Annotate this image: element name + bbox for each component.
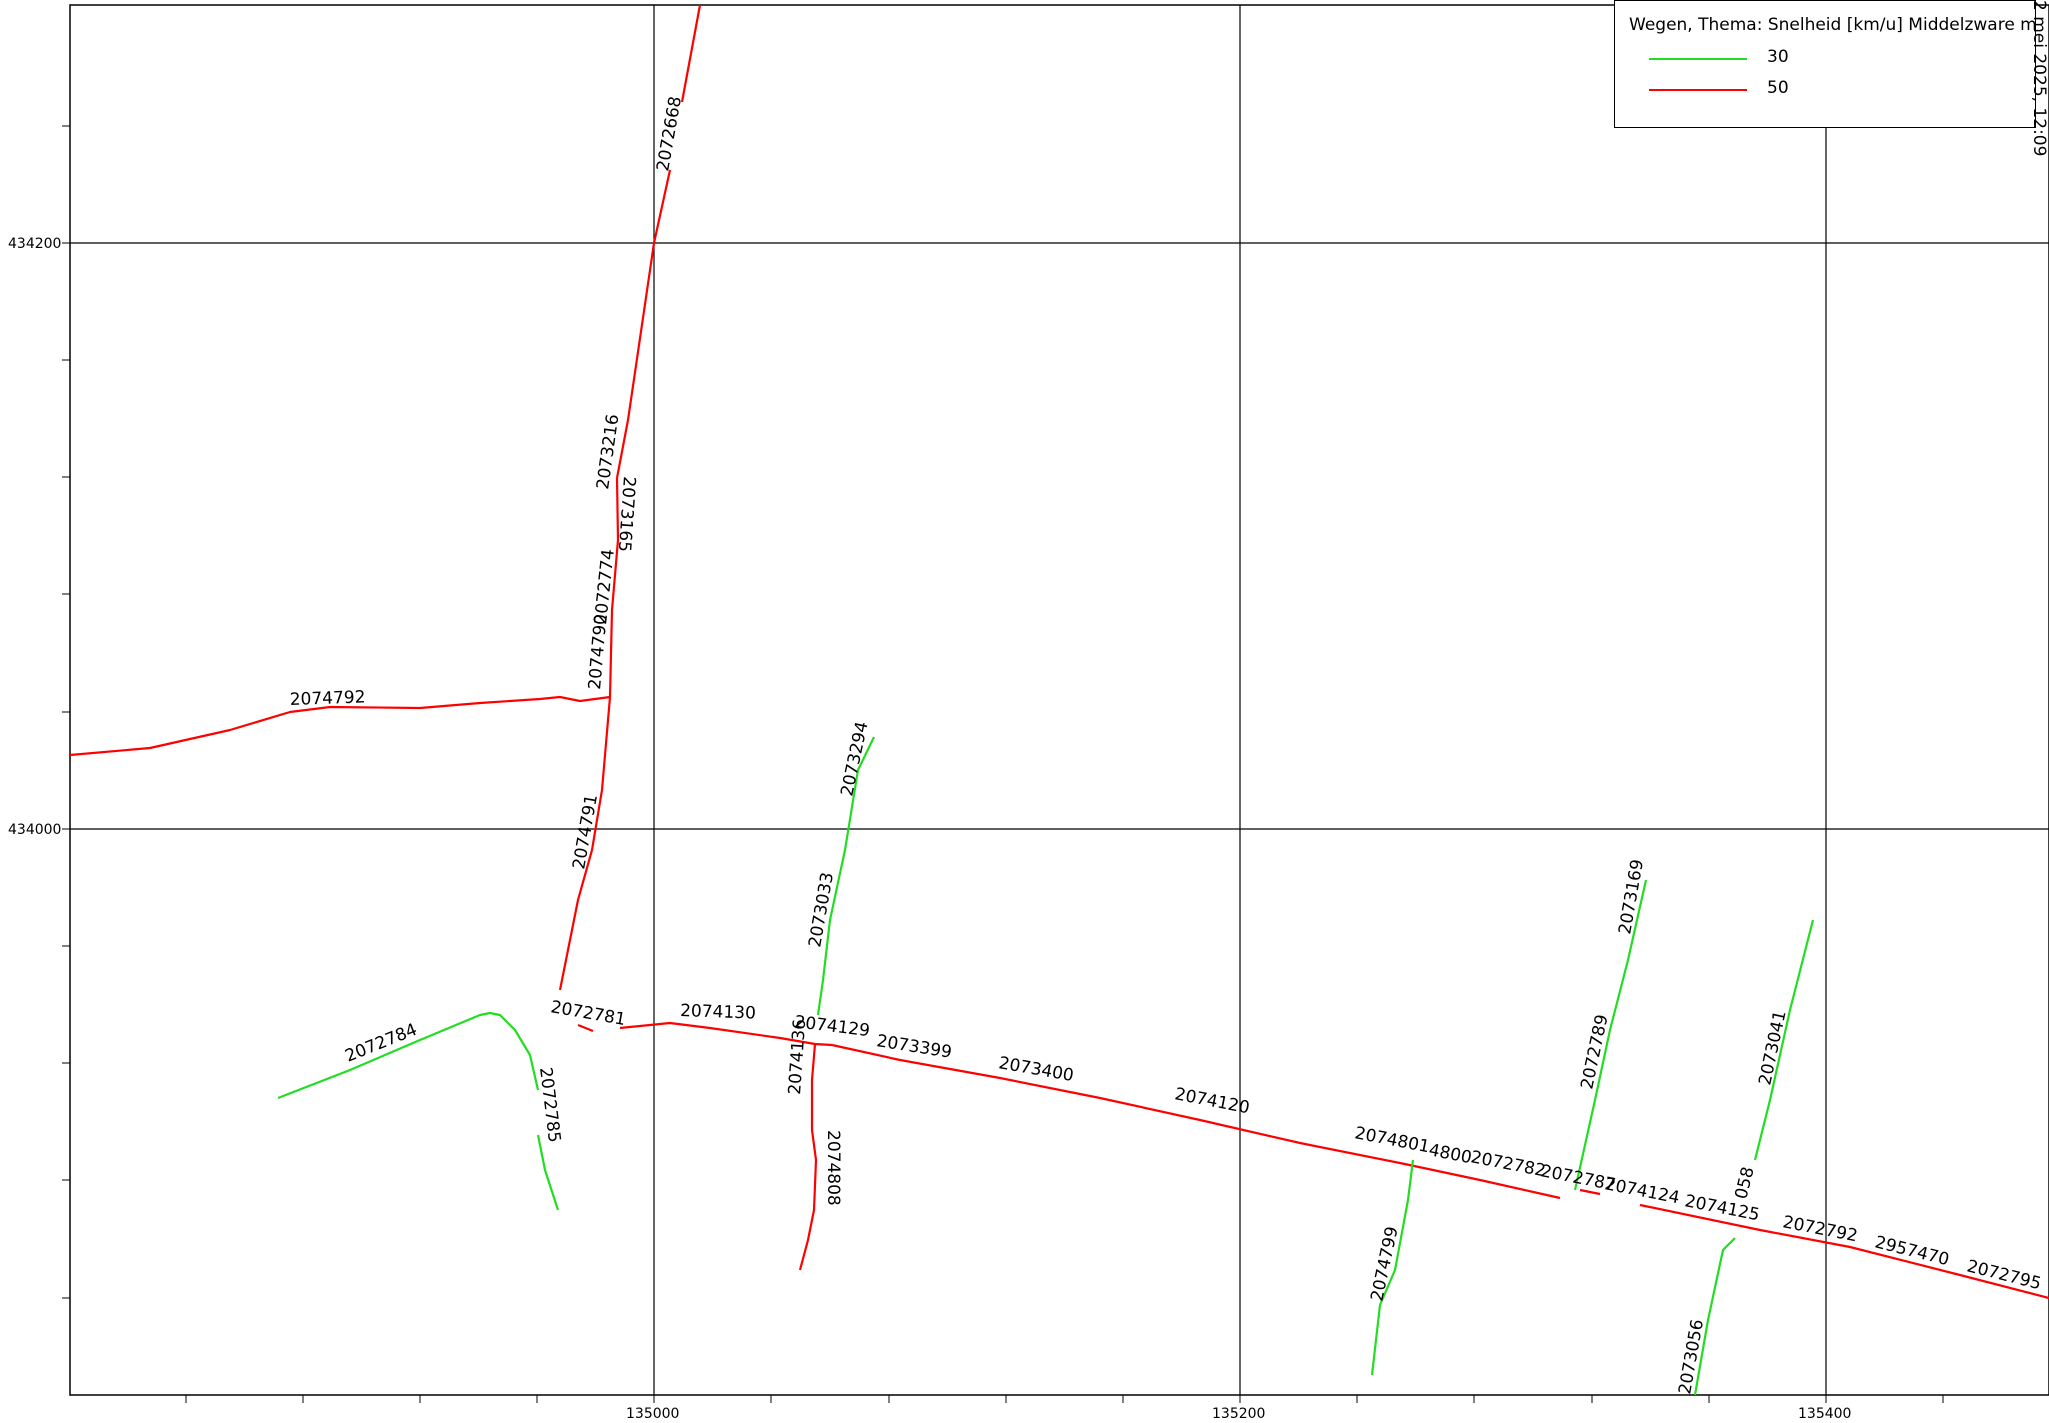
road-label: 2074130: [680, 1001, 756, 1024]
legend-swatch-30: [1649, 58, 1747, 60]
road-segment[interactable]: [816, 736, 875, 1016]
x-tick-label: 135000: [626, 1406, 679, 1422]
road-segment[interactable]: [831, 1043, 1561, 1200]
ticks: [62, 125, 1944, 1403]
road-label: 2074808: [823, 1130, 843, 1206]
map-legend: Wegen, Thema: Snelheid [km/u] Middelzwar…: [1614, 0, 2037, 128]
road-segment[interactable]: [798, 1043, 818, 1271]
road-segment[interactable]: [558, 696, 612, 991]
road-segment[interactable]: [1370, 1159, 1415, 1376]
x-tick-label: 135400: [1798, 1406, 1851, 1422]
road-segment[interactable]: [577, 1023, 594, 1033]
x-tick-label: 135200: [1212, 1406, 1265, 1422]
legend-swatch-50: [1649, 89, 1747, 91]
legend-label-30: 30: [1767, 47, 1789, 67]
road-label: 2074792: [289, 687, 365, 710]
y-tick-label: 434200: [8, 236, 61, 252]
road-segment[interactable]: [680, 4, 702, 103]
grid: [70, 5, 2049, 1395]
legend-item-50: 50: [1649, 78, 1849, 102]
road-segment[interactable]: [1753, 919, 1815, 1161]
road-segment[interactable]: [615, 169, 672, 479]
legend-label-50: 50: [1767, 78, 1789, 98]
legend-title: Wegen, Thema: Snelheid [km/u] Middelzwar…: [1629, 15, 2037, 35]
y-tick-label: 434000: [8, 822, 61, 838]
legend-item-30: 30: [1649, 47, 1849, 71]
road-segment[interactable]: [1639, 1203, 2049, 1300]
roads-50: [69, 4, 2049, 1300]
road-segment[interactable]: [1579, 1188, 1601, 1196]
map-frame: [69, 4, 2049, 1396]
road-segment[interactable]: [69, 695, 611, 757]
road-segment[interactable]: [277, 1011, 540, 1100]
road-segment[interactable]: [1693, 1237, 1736, 1396]
road-segment[interactable]: [619, 1021, 833, 1047]
road-segment[interactable]: [608, 477, 620, 698]
road-segment[interactable]: [1573, 879, 1648, 1191]
print-date: 2 mei 2025, 12:09: [2029, 0, 2049, 157]
road-segment[interactable]: [536, 1134, 560, 1211]
roads-30: [277, 736, 1815, 1396]
